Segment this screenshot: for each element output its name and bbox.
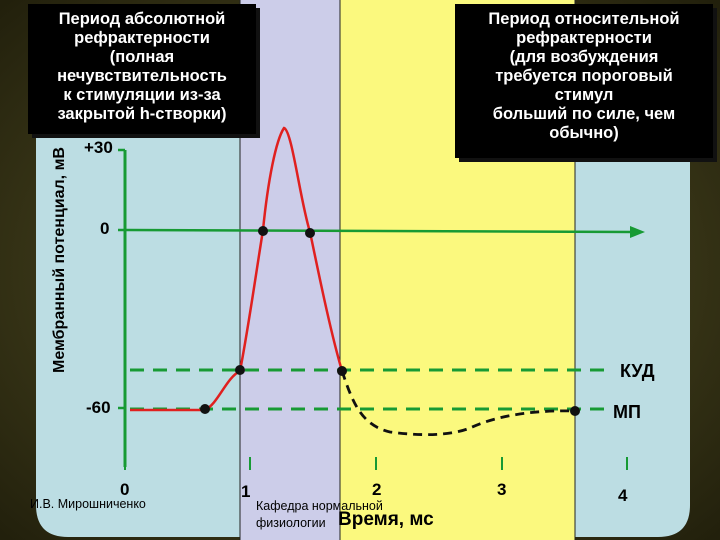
x-tick-label: 4: [618, 486, 628, 505]
y-axis-label: Мембранный потенциал, мВ: [51, 147, 68, 373]
x-tick-label: 3: [497, 480, 507, 499]
trace-point: [200, 404, 210, 414]
callout-line: обычно): [549, 124, 619, 142]
callout-line: больший по силе, чем: [492, 105, 676, 123]
callout-line: закрытой h-створки): [57, 105, 227, 123]
trace-point: [235, 365, 245, 375]
callout-line: (полная: [109, 48, 175, 66]
y-tick-label: +30: [84, 138, 113, 157]
callout-line: рефрактерности: [516, 29, 652, 47]
y-tick-label: -60: [86, 398, 111, 417]
x-axis-zero: [124, 228, 636, 234]
x-tick-label: 1: [241, 482, 251, 501]
x-tick-label: 0: [120, 480, 130, 499]
trace-point: [305, 228, 315, 238]
threshold-label-kud: КУД: [620, 361, 655, 381]
callout-line: требуется пороговый: [495, 67, 673, 85]
trace-point: [570, 406, 580, 416]
y-tick-label: 0: [100, 219, 110, 238]
x-axis-label: Время, мс: [338, 509, 434, 530]
relative-refractory-callout: Период относительной рефрактерности (для…: [455, 4, 713, 158]
callout-line: (для возбуждения: [509, 48, 659, 66]
department-credit-line2: физиологии: [256, 516, 326, 530]
trace-point: [258, 226, 268, 236]
department-credit-line1: Кафедра нормальной: [256, 499, 383, 513]
trace-point: [337, 366, 347, 376]
callout-line: нечувствительность: [57, 67, 227, 85]
threshold-label-mp: МП: [613, 402, 641, 422]
callout-line: Период абсолютной: [58, 10, 226, 28]
callout-line: стимул: [554, 86, 614, 104]
author-credit: И.В. Мирошниченко: [30, 497, 146, 511]
callout-line: рефрактерности: [74, 29, 210, 47]
absolute-refractory-callout: Период абсолютной рефрактерности (полная…: [28, 4, 256, 134]
x-tick-label: 2: [372, 480, 382, 499]
x-axis-arrowhead: [630, 226, 645, 238]
callout-line: Период относительной: [488, 10, 680, 28]
callout-line: к стимуляции из-за: [63, 86, 221, 104]
trace-hyperpolarization: [340, 370, 576, 437]
